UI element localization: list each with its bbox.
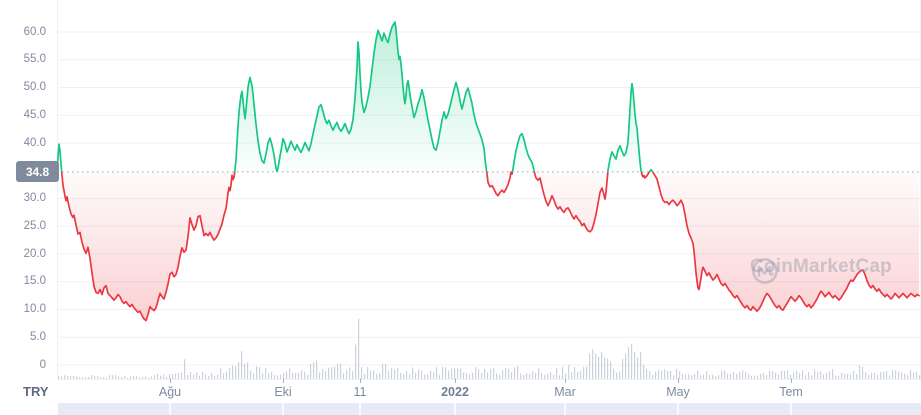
- x-axis-label: Mar: [554, 385, 576, 399]
- currency-label: TRY: [23, 384, 49, 399]
- range-navigator[interactable]: [58, 403, 921, 415]
- navigator-divider: [169, 403, 171, 415]
- y-axis-label: 15.0: [23, 275, 46, 288]
- y-axis-label: 45.0: [23, 108, 46, 121]
- x-axis-label: May: [666, 385, 690, 399]
- y-axis-label: 25.0: [23, 219, 46, 232]
- y-axis-label: 55.0: [23, 53, 46, 66]
- x-axis-label: Tem: [779, 385, 803, 399]
- x-axis-label: Eki: [274, 385, 292, 399]
- x-axis-label: Ağu: [158, 385, 182, 399]
- x-axis-label: 2022: [441, 385, 469, 399]
- volume-bars: [58, 318, 921, 379]
- price-line-up: [56, 21, 654, 172]
- navigator-divider: [454, 403, 456, 415]
- y-axis-label: 60.0: [23, 25, 46, 38]
- navigator-divider: [677, 403, 679, 415]
- y-axis-label: 50.0: [23, 81, 46, 93]
- y-axis-label: 0: [39, 358, 46, 371]
- y-axis-label: 5.0: [30, 330, 46, 343]
- y-axis-label: 10.0: [23, 303, 46, 315]
- y-axis-label: 40.0: [23, 136, 46, 149]
- y-axis-label: 30.0: [23, 192, 46, 204]
- area-fill-above: [57, 22, 653, 172]
- navigator-divider: [282, 403, 284, 415]
- x-axis-label: 11: [353, 385, 367, 399]
- area-fill-below: [57, 171, 919, 321]
- price-line-down: [56, 171, 920, 322]
- navigator-divider: [790, 403, 792, 415]
- current-price-badge: 34.8: [16, 161, 59, 182]
- y-axis-label: 20.0: [23, 247, 46, 260]
- navigator-divider: [359, 403, 361, 415]
- navigator-divider: [564, 403, 566, 415]
